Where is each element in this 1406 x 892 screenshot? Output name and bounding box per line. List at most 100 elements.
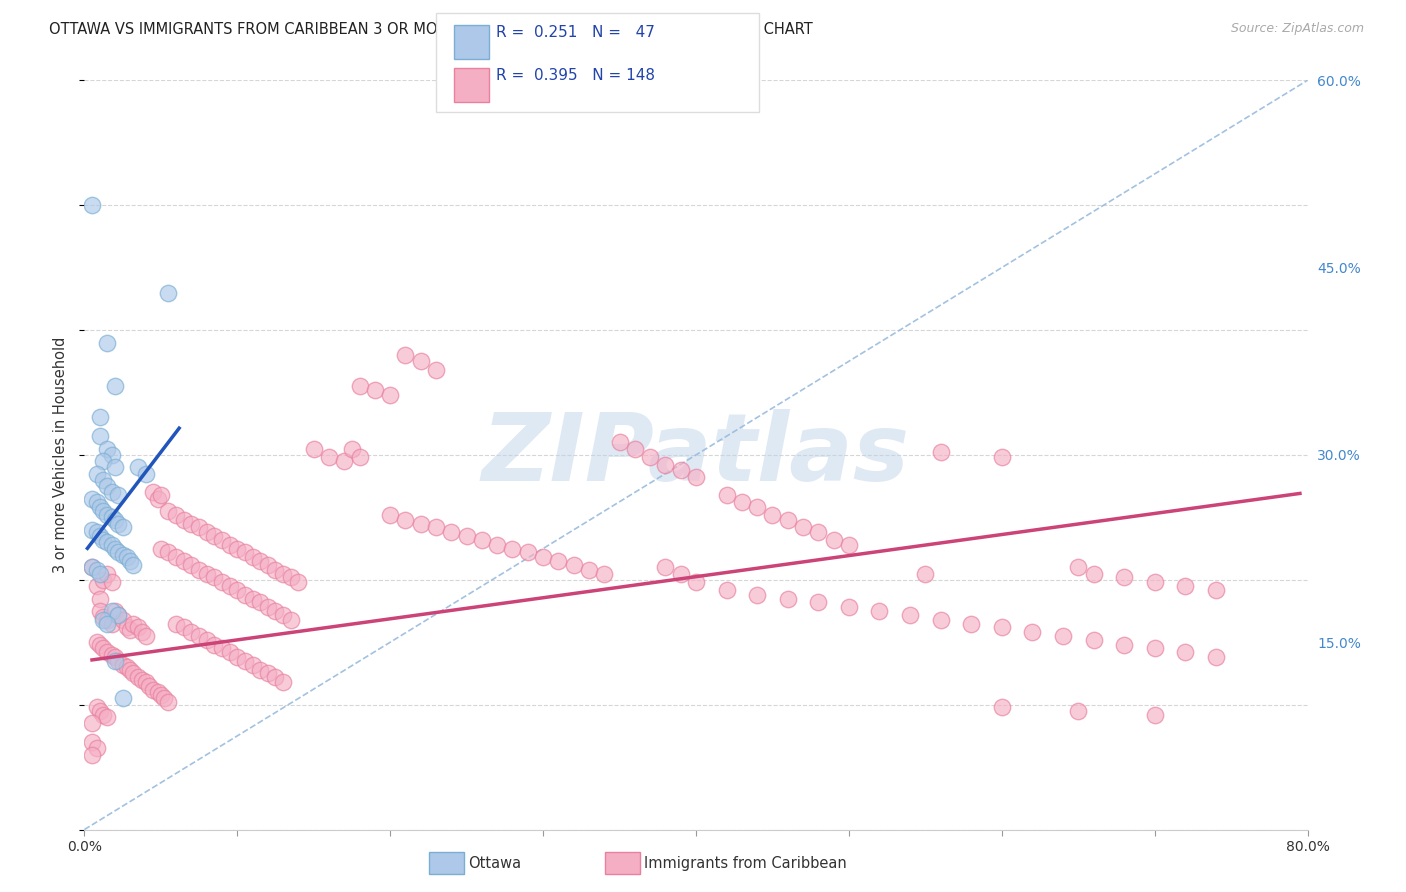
Point bbox=[165, 616, 187, 631]
Point bbox=[91, 573, 114, 587]
Point bbox=[80, 523, 103, 537]
Point bbox=[242, 657, 264, 672]
Point bbox=[380, 508, 402, 522]
Point bbox=[107, 607, 129, 622]
Point bbox=[271, 607, 294, 622]
Point bbox=[111, 613, 134, 627]
Point bbox=[776, 591, 799, 606]
Text: Immigrants from Caribbean: Immigrants from Caribbean bbox=[644, 856, 846, 871]
Point bbox=[211, 641, 233, 656]
Point bbox=[1083, 566, 1105, 581]
Point bbox=[86, 495, 108, 509]
Point bbox=[807, 525, 830, 540]
Point bbox=[153, 691, 176, 706]
Point bbox=[547, 554, 569, 568]
Point bbox=[107, 545, 129, 559]
Point bbox=[104, 460, 127, 475]
Point bbox=[1205, 650, 1227, 665]
Point bbox=[1114, 638, 1136, 652]
Point bbox=[138, 679, 160, 693]
Point bbox=[107, 516, 129, 531]
Point bbox=[249, 554, 271, 568]
Point bbox=[202, 570, 225, 584]
Text: Ottawa: Ottawa bbox=[468, 856, 522, 871]
Point bbox=[157, 545, 180, 559]
Point bbox=[131, 625, 153, 640]
Point bbox=[101, 575, 124, 590]
Point bbox=[101, 604, 124, 618]
Point bbox=[86, 741, 108, 756]
Point bbox=[115, 550, 138, 565]
Point bbox=[91, 610, 114, 624]
Point bbox=[80, 716, 103, 731]
Point bbox=[96, 479, 118, 493]
Point bbox=[202, 638, 225, 652]
Point bbox=[1143, 641, 1166, 656]
Point bbox=[91, 504, 114, 518]
Point bbox=[120, 623, 142, 637]
Point bbox=[654, 560, 676, 574]
Point bbox=[122, 666, 145, 681]
Point bbox=[929, 613, 952, 627]
Point bbox=[1067, 704, 1090, 718]
Point bbox=[869, 604, 891, 618]
Point bbox=[104, 379, 127, 393]
Point bbox=[280, 613, 302, 627]
Point bbox=[264, 604, 287, 618]
Point bbox=[991, 450, 1014, 465]
Point bbox=[89, 566, 111, 581]
Point bbox=[107, 654, 129, 668]
Point bbox=[101, 648, 124, 662]
Point bbox=[1174, 579, 1197, 593]
Point bbox=[1021, 625, 1043, 640]
Point bbox=[242, 591, 264, 606]
Point bbox=[86, 579, 108, 593]
Point bbox=[929, 445, 952, 459]
Point bbox=[1205, 582, 1227, 597]
Point bbox=[233, 654, 256, 668]
Point bbox=[131, 673, 153, 687]
Point bbox=[86, 563, 108, 577]
Point bbox=[807, 595, 830, 609]
Point bbox=[264, 670, 287, 684]
Point bbox=[96, 566, 118, 581]
Point bbox=[502, 541, 524, 556]
Point bbox=[101, 616, 124, 631]
Text: OTTAWA VS IMMIGRANTS FROM CARIBBEAN 3 OR MORE VEHICLES IN HOUSEHOLD CORRELATION : OTTAWA VS IMMIGRANTS FROM CARIBBEAN 3 OR… bbox=[49, 22, 813, 37]
Point bbox=[257, 600, 280, 615]
Point bbox=[115, 660, 138, 674]
Point bbox=[89, 410, 111, 425]
Point bbox=[609, 435, 631, 450]
Point bbox=[838, 538, 860, 552]
Text: R =  0.251   N =   47: R = 0.251 N = 47 bbox=[496, 25, 655, 40]
Point bbox=[233, 588, 256, 602]
Point bbox=[101, 510, 124, 524]
Point bbox=[101, 538, 124, 552]
Point bbox=[991, 620, 1014, 634]
Point bbox=[838, 600, 860, 615]
Point bbox=[349, 379, 371, 393]
Point bbox=[96, 616, 118, 631]
Point bbox=[96, 613, 118, 627]
Point bbox=[80, 491, 103, 506]
Point bbox=[91, 454, 114, 468]
Point bbox=[91, 707, 114, 722]
Point bbox=[257, 558, 280, 572]
Point bbox=[89, 638, 111, 652]
Point bbox=[149, 541, 172, 556]
Point bbox=[792, 520, 814, 534]
Point bbox=[180, 516, 202, 531]
Point bbox=[89, 591, 111, 606]
Point bbox=[531, 550, 554, 565]
Point bbox=[135, 675, 157, 690]
Point bbox=[188, 563, 211, 577]
Point bbox=[761, 508, 783, 522]
Text: R =  0.395   N = 148: R = 0.395 N = 148 bbox=[496, 68, 655, 83]
Point bbox=[638, 450, 661, 465]
Point bbox=[287, 575, 309, 590]
Point bbox=[86, 525, 108, 540]
Point bbox=[91, 613, 114, 627]
Point bbox=[122, 616, 145, 631]
Point bbox=[195, 525, 218, 540]
Point bbox=[1114, 570, 1136, 584]
